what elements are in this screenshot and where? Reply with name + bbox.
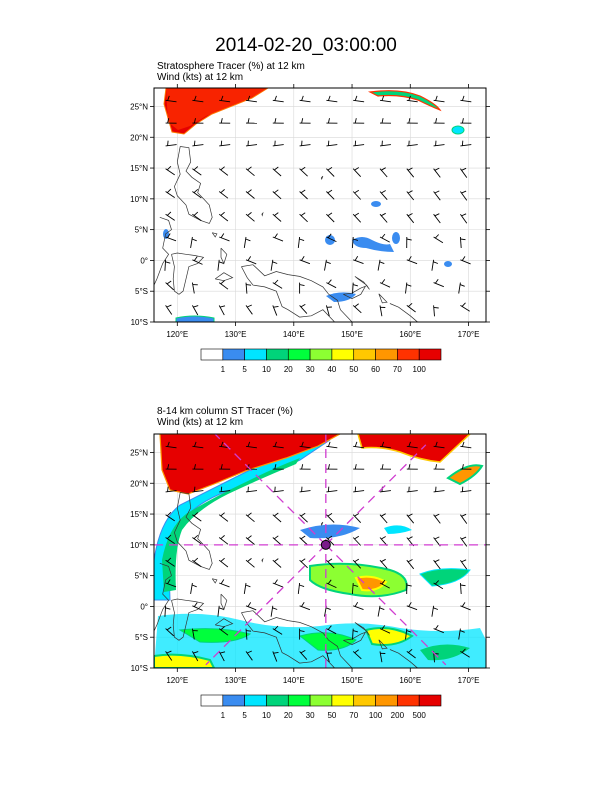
- x-tick-label: 120°E: [166, 676, 188, 685]
- colorbar-swatch: [288, 349, 310, 360]
- colorbar-swatch: [201, 349, 223, 360]
- x-tick-label: 120°E: [166, 330, 188, 339]
- y-tick-label: 5°S: [135, 633, 148, 642]
- x-tick-label: 130°E: [225, 676, 247, 685]
- colorbar-label: 1: [221, 365, 226, 374]
- y-tick-label: 5°N: [135, 572, 149, 581]
- colorbar-swatch: [266, 695, 288, 706]
- colorbar-label: 20: [284, 365, 293, 374]
- panel1-colorbar: 1 5 10 20 30 40 50 60 70 100: [201, 349, 441, 374]
- colorbar-swatch: [354, 695, 376, 706]
- x-tick-label: 170°E: [458, 330, 480, 339]
- colorbar-label: 70: [349, 711, 358, 720]
- colorbar-label: 500: [413, 711, 427, 720]
- wind-barb-flag: [246, 631, 251, 632]
- panel1-tracer-blob-1: [371, 201, 381, 207]
- wind-barb-flag: [434, 307, 439, 308]
- colorbar-swatch: [332, 695, 354, 706]
- wind-barb-flag: [221, 487, 222, 492]
- panel1-tracer-blob-east: [452, 126, 464, 134]
- y-tick-label: 20°N: [130, 479, 148, 488]
- colorbar-swatch: [245, 695, 267, 706]
- colorbar-label: 50: [349, 365, 358, 374]
- colorbar-swatch: [288, 695, 310, 706]
- y-tick-label: 15°N: [130, 510, 148, 519]
- colorbar-label: 70: [393, 365, 402, 374]
- colorbar-label: 5: [242, 711, 247, 720]
- wind-barb-flag: [168, 487, 169, 492]
- colorbar-swatch: [245, 349, 267, 360]
- y-tick-label: 10°S: [131, 318, 148, 327]
- colorbar-label: 5: [242, 365, 247, 374]
- colorbar-swatch: [354, 349, 376, 360]
- panel2-subtitle-line1: 8-14 km column ST Tracer (%): [157, 406, 293, 417]
- colorbar-label: 30: [306, 365, 315, 374]
- wind-barb-flag: [194, 141, 195, 146]
- y-tick-label: 5°N: [135, 226, 149, 235]
- storm-center-marker: [321, 540, 330, 549]
- colorbar-swatch: [376, 695, 398, 706]
- colorbar-swatch: [310, 349, 332, 360]
- y-tick-label: 20°N: [130, 133, 148, 142]
- panel2-colorbar: 1 5 10 20 30 50 70 100 200 500: [201, 695, 441, 720]
- panel-column-st-tracer: 8-14 km column ST Tracer (%) Wind (kts) …: [130, 406, 490, 720]
- colorbar-swatch: [201, 695, 223, 706]
- panel1-subtitle-line1: Stratosphere Tracer (%) at 12 km: [157, 61, 305, 72]
- y-tick-label: 10°N: [130, 195, 148, 204]
- colorbar-swatch: [266, 349, 288, 360]
- colorbar-label: 200: [391, 711, 405, 720]
- x-tick-label: 150°E: [341, 330, 363, 339]
- colorbar-label: 10: [262, 711, 271, 720]
- colorbar-swatch: [419, 695, 441, 706]
- wind-barb-flag: [168, 141, 169, 146]
- wind-barb-flag: [221, 141, 222, 146]
- y-tick-label: 10°S: [131, 664, 148, 673]
- x-tick-label: 150°E: [341, 676, 363, 685]
- colorbar-label: 10: [262, 365, 271, 374]
- y-tick-label: 25°N: [130, 448, 148, 457]
- colorbar-label: 100: [413, 365, 427, 374]
- panel1-tracer-blob-south: [176, 316, 214, 322]
- colorbar-label: 50: [327, 711, 336, 720]
- x-tick-label: 140°E: [283, 676, 305, 685]
- colorbar-swatch: [223, 349, 245, 360]
- panel1-subtitle-line2: Wind (kts) at 12 km: [157, 72, 243, 83]
- x-tick-label: 160°E: [399, 676, 421, 685]
- y-tick-label: 5°S: [135, 287, 148, 296]
- x-tick-label: 140°E: [283, 330, 305, 339]
- colorbar-swatch: [376, 349, 398, 360]
- colorbar-label: 100: [369, 711, 383, 720]
- colorbar-label: 40: [327, 365, 336, 374]
- page-title: 2014-02-20_03:00:00: [215, 35, 397, 56]
- panel-stratosphere-tracer: Stratosphere Tracer (%) at 12 km Wind (k…: [130, 61, 490, 374]
- wind-barb-flag: [246, 285, 251, 286]
- colorbar-label: 1: [221, 711, 226, 720]
- y-tick-label: 10°N: [130, 541, 148, 550]
- colorbar-label: 30: [306, 711, 315, 720]
- colorbar-swatch: [310, 695, 332, 706]
- y-tick-label: 25°N: [130, 102, 148, 111]
- colorbar-swatch: [397, 695, 419, 706]
- y-tick-label: 0°: [140, 602, 148, 611]
- panel1-tracer-blob-5: [444, 261, 452, 267]
- panel2-subtitle-line2: Wind (kts) at 12 km: [157, 417, 243, 428]
- colorbar-swatch: [419, 349, 441, 360]
- colorbar-label: 60: [371, 365, 380, 374]
- colorbar-swatch: [332, 349, 354, 360]
- x-tick-label: 130°E: [225, 330, 247, 339]
- panel1-tracer-blob-4: [392, 232, 400, 244]
- colorbar-swatch: [397, 349, 419, 360]
- y-tick-label: 15°N: [130, 164, 148, 173]
- colorbar-swatch: [223, 695, 245, 706]
- x-tick-label: 160°E: [399, 330, 421, 339]
- wind-barb-flag: [194, 487, 195, 492]
- x-tick-label: 170°E: [458, 676, 480, 685]
- y-tick-label: 0°: [140, 256, 148, 265]
- colorbar-label: 20: [284, 711, 293, 720]
